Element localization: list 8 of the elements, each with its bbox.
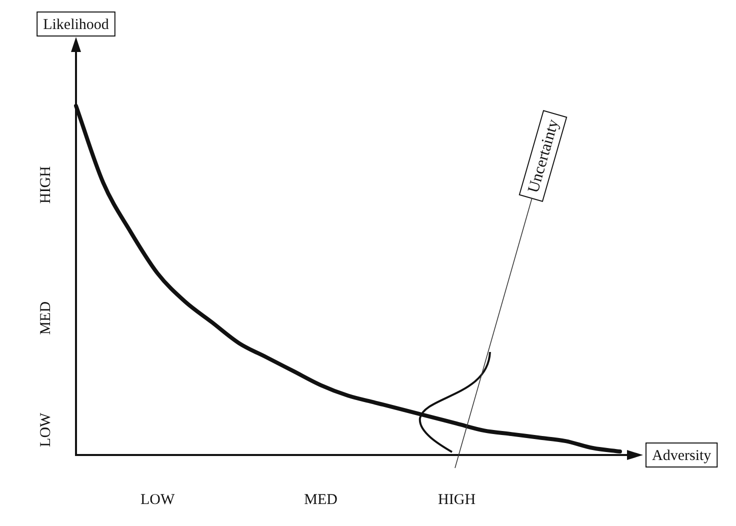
text: HIGH xyxy=(38,166,54,204)
text: MED xyxy=(38,301,54,335)
x-axis-title: Adversity xyxy=(652,448,712,464)
y-axis-title: Likelihood xyxy=(43,16,110,33)
text: LOW xyxy=(38,412,54,447)
x-tick-label: LOW xyxy=(140,492,176,508)
x-tick-label: HIGH xyxy=(438,492,476,508)
x-tick-label: MED xyxy=(304,492,338,508)
